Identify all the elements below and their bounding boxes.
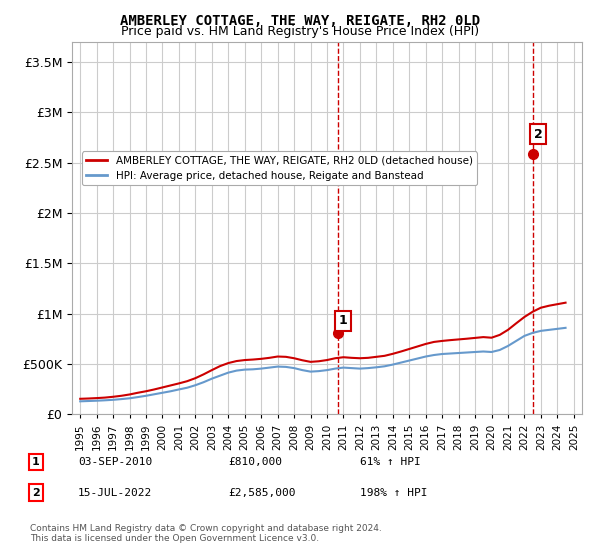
Text: 1: 1 — [32, 457, 40, 467]
Text: 2: 2 — [534, 128, 542, 141]
Text: 61% ↑ HPI: 61% ↑ HPI — [360, 457, 421, 467]
Text: 15-JUL-2022: 15-JUL-2022 — [78, 488, 152, 498]
Text: 198% ↑ HPI: 198% ↑ HPI — [360, 488, 427, 498]
Text: £2,585,000: £2,585,000 — [228, 488, 296, 498]
Text: 03-SEP-2010: 03-SEP-2010 — [78, 457, 152, 467]
Text: 1: 1 — [338, 314, 347, 327]
Text: Price paid vs. HM Land Registry's House Price Index (HPI): Price paid vs. HM Land Registry's House … — [121, 25, 479, 38]
Legend: AMBERLEY COTTAGE, THE WAY, REIGATE, RH2 0LD (detached house), HPI: Average price: AMBERLEY COTTAGE, THE WAY, REIGATE, RH2 … — [82, 152, 477, 185]
Text: AMBERLEY COTTAGE, THE WAY, REIGATE, RH2 0LD: AMBERLEY COTTAGE, THE WAY, REIGATE, RH2 … — [120, 14, 480, 28]
Text: £810,000: £810,000 — [228, 457, 282, 467]
Text: 2: 2 — [32, 488, 40, 498]
Text: Contains HM Land Registry data © Crown copyright and database right 2024.
This d: Contains HM Land Registry data © Crown c… — [30, 524, 382, 543]
